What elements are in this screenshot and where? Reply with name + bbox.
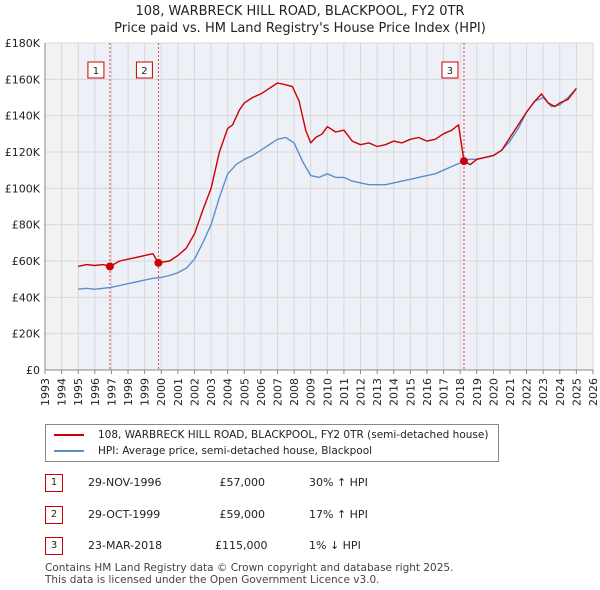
legend-label-hpi: HPI: Average price, semi-detached house,…	[98, 445, 373, 457]
transaction-date: 29-OCT-1999	[88, 508, 161, 521]
transaction-badge-box	[135, 61, 153, 79]
chart-title: 108, WARBRECK HILL ROAD, BLACKPOOL, FY2 …	[135, 4, 465, 19]
legend-swatch-property	[54, 434, 84, 436]
y-tick-label: £160K	[5, 73, 41, 86]
x-tick-label: 2020	[487, 378, 500, 406]
chart-subtitle: Price paid vs. HM Land Registry's House …	[114, 21, 486, 36]
x-tick-label: 2006	[255, 378, 268, 406]
x-tick-label: 2026	[587, 378, 600, 406]
no-data-region	[576, 43, 593, 370]
y-tick-label: £180K	[5, 37, 41, 50]
footer-license: This data is licensed under the Open Gov…	[45, 574, 380, 586]
x-tick-label: 2008	[288, 378, 301, 406]
transaction-badge-box	[87, 61, 105, 79]
y-tick-label: £100K	[5, 182, 41, 195]
transaction-date: 23-MAR-2018	[88, 539, 163, 552]
transaction-badges: 1 2 3	[87, 61, 459, 79]
x-tick-label: 2009	[305, 378, 318, 406]
x-tick-label: 1995	[72, 378, 85, 406]
transaction-badge-box	[441, 61, 459, 79]
transaction-point	[459, 157, 468, 166]
series-lines	[78, 82, 577, 290]
x-tick-label: 1993	[39, 378, 52, 406]
x-tick-label: 2003	[205, 378, 218, 406]
transaction-number-badge: 1	[45, 474, 63, 492]
data-range-shading	[45, 43, 593, 370]
transaction-hpi-diff: 1% ↓ HPI	[309, 539, 361, 552]
x-tick-label: 1999	[139, 378, 152, 406]
y-tick-label: £40K	[12, 291, 41, 304]
x-tick-label: 2015	[404, 378, 417, 406]
footer-copyright: Contains HM Land Registry data © Crown c…	[45, 562, 454, 574]
legend-label-property: 108, WARBRECK HILL ROAD, BLACKPOOL, FY2 …	[98, 429, 489, 441]
legend: 108, WARBRECK HILL ROAD, BLACKPOOL, FY2 …	[45, 424, 499, 462]
x-tick-label: 2004	[222, 378, 235, 406]
x-tick-label: 2007	[271, 378, 284, 406]
y-tick-label: £20K	[12, 328, 41, 341]
x-tick-label: 1997	[105, 378, 118, 406]
transaction-number-badge: 2	[45, 506, 63, 524]
transaction-badge-label: 3	[447, 66, 453, 77]
x-tick-label: 2002	[188, 378, 201, 406]
transaction-date: 29-NOV-1996	[88, 476, 162, 489]
transaction-hpi-diff: 17% ↑ HPI	[309, 508, 368, 521]
transaction-price: £115,000	[215, 539, 268, 552]
chart-title-block: 108, WARBRECK HILL ROAD, BLACKPOOL, FY2 …	[0, 3, 600, 37]
transaction-point	[105, 262, 114, 271]
transaction-badge-label: 2	[141, 66, 147, 77]
x-tick-label: 1998	[122, 378, 135, 406]
y-tick-label: £80K	[12, 219, 41, 232]
x-tick-label: 2011	[338, 378, 351, 406]
x-tick-label: 2001	[172, 378, 185, 406]
series-line-property	[78, 82, 577, 268]
transaction-points	[105, 157, 468, 271]
x-tick-label: 1994	[56, 378, 69, 406]
x-tick-label: 2021	[504, 378, 517, 406]
y-tick-label: £120K	[5, 146, 41, 159]
transaction-hpi-diff: 30% ↑ HPI	[309, 476, 368, 489]
x-tick-label: 2013	[371, 378, 384, 406]
x-tick-label: 2016	[421, 378, 434, 406]
x-tick-label: 2025	[570, 378, 583, 406]
transaction-point	[154, 258, 163, 267]
x-tick-label: 2022	[521, 378, 534, 406]
x-tick-label: 1996	[89, 378, 102, 406]
transaction-price: £57,000	[219, 476, 266, 489]
legend-swatch-hpi	[54, 450, 84, 452]
x-tick-label: 2018	[454, 378, 467, 406]
x-tick-label: 2010	[321, 378, 334, 406]
x-tick-label: 2000	[155, 378, 168, 406]
x-tick-label: 2012	[355, 378, 368, 406]
footer: Contains HM Land Registry data © Crown c…	[45, 562, 453, 586]
chart-area: 1 2 3 £0 £20K £40K £60K £80K £100K £120K £140K £16…	[5, 37, 600, 406]
x-tick-label: 2023	[537, 378, 550, 406]
transaction-badge-label: 1	[93, 66, 99, 77]
transaction-number-badge: 3	[45, 537, 63, 555]
axes: £0 £20K £40K £60K £80K £100K £120K £140K £160K £1…	[5, 37, 600, 406]
y-tick-label: £140K	[5, 110, 41, 123]
x-tick-label: 2014	[388, 378, 401, 406]
x-tick-label: 2019	[471, 378, 484, 406]
transaction-price: £59,000	[219, 508, 266, 521]
transaction-markers	[109, 43, 465, 370]
x-tick-label: 2005	[238, 378, 251, 406]
y-tick-label: £60K	[12, 255, 41, 268]
x-tick-label: 2024	[554, 378, 567, 406]
x-tick-label: 2017	[438, 378, 451, 406]
y-tick-label: £0	[26, 364, 40, 377]
